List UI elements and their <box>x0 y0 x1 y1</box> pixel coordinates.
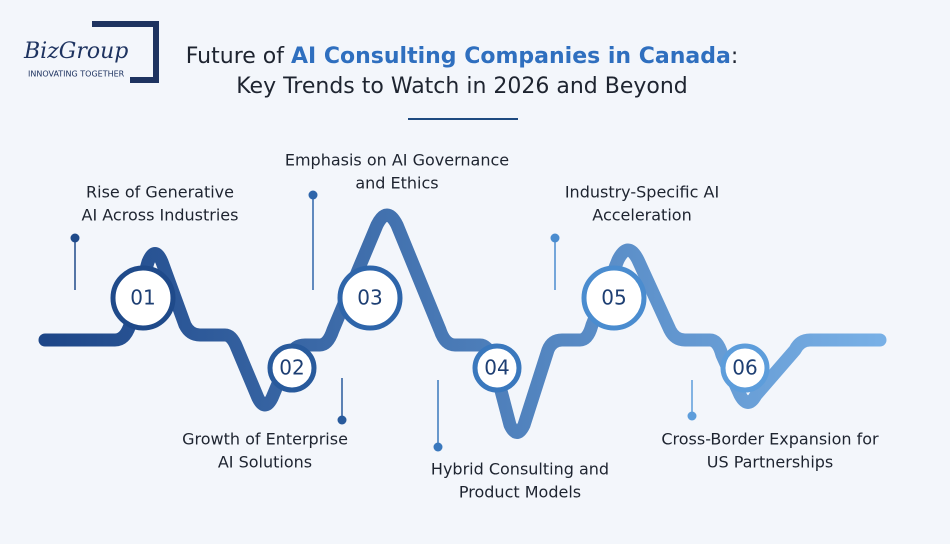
step-number: 01 <box>130 286 155 310</box>
items: 01 Rise of Generative AI Across Industries… <box>70 151 879 502</box>
pin-dot <box>308 190 318 200</box>
step-label: Acceleration <box>592 206 691 225</box>
pin-dot <box>433 442 443 452</box>
step-label: Cross-Border Expansion for <box>661 430 879 449</box>
step-circle <box>110 265 176 331</box>
logo-frame <box>92 21 159 83</box>
step-number: 04 <box>484 356 509 380</box>
title: Future of AI Consulting Companies in Can… <box>186 44 739 69</box>
pin-dot <box>687 411 697 421</box>
step-number: 03 <box>357 286 382 310</box>
step-number: 02 <box>279 356 304 380</box>
step-circle <box>267 343 317 393</box>
step-number: 05 <box>601 286 626 310</box>
logo: BizGroup INNOVATING TOGETHER <box>23 21 159 83</box>
title-highlight: AI Consulting Companies in Canada <box>291 44 731 69</box>
subtitle: Key Trends to Watch in 2026 and Beyond <box>236 74 688 99</box>
step-label: AI Across Industries <box>82 206 239 225</box>
logo-tagline: INNOVATING TOGETHER <box>28 70 125 79</box>
title-suffix: : <box>731 44 738 69</box>
step-number: 06 <box>732 356 757 380</box>
step-circle <box>720 343 770 393</box>
step-label: and Ethics <box>355 174 438 193</box>
step-label: Emphasis on AI Governance <box>285 151 509 170</box>
step-label: AI Solutions <box>218 453 312 472</box>
step-circle <box>472 343 522 393</box>
step-label: Hybrid Consulting and <box>431 460 609 479</box>
step-label: Product Models <box>459 483 581 502</box>
step-label: Growth of Enterprise <box>182 430 348 449</box>
pin-dot <box>70 233 80 243</box>
step-label: Industry-Specific AI <box>565 183 719 202</box>
step-circle <box>337 265 403 331</box>
title-prefix: Future of <box>186 44 291 69</box>
step-circle <box>581 265 647 331</box>
wave <box>38 208 887 439</box>
step-label: Rise of Generative <box>86 183 234 202</box>
pin-dot <box>337 415 347 425</box>
logo-name: BizGroup <box>23 39 128 64</box>
step-label: US Partnerships <box>707 453 834 472</box>
pin-dot <box>550 233 560 243</box>
